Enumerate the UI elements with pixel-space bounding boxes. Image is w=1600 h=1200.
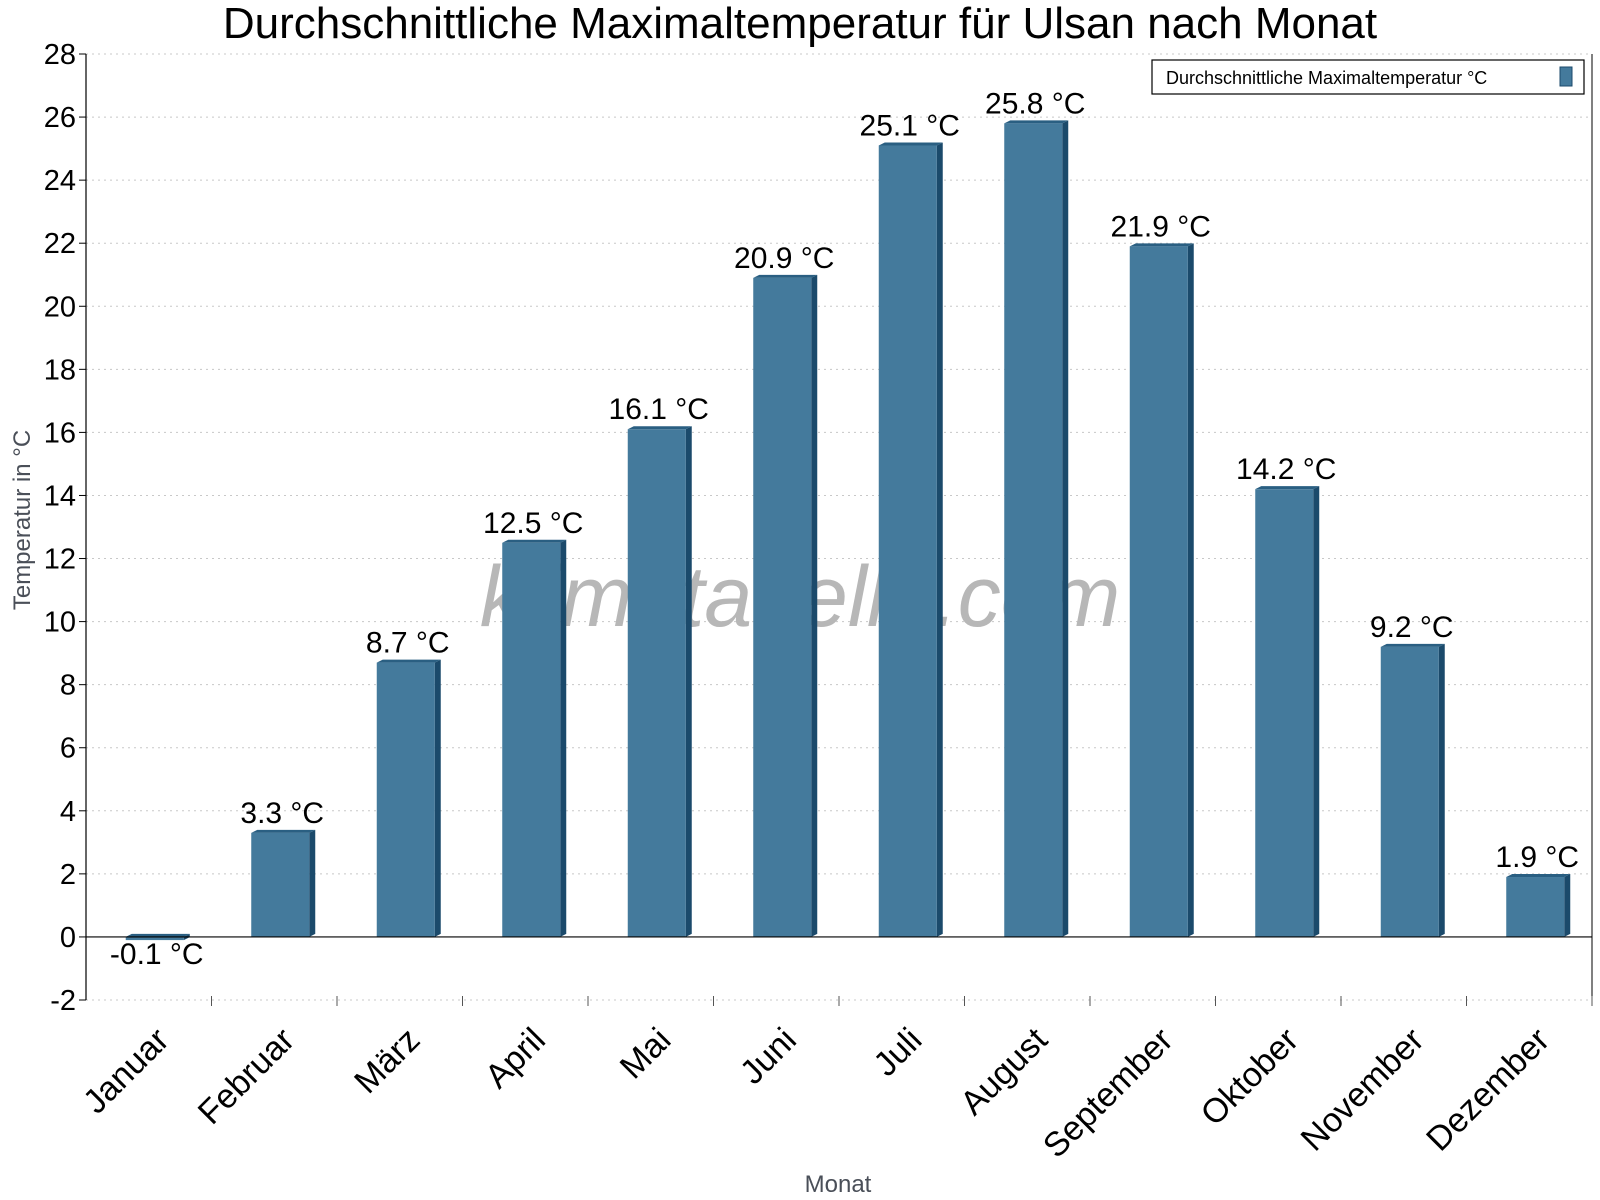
x-tick-label: Juli xyxy=(866,1021,929,1084)
data-label: 25.8 °C xyxy=(985,87,1085,120)
bar-Mai xyxy=(627,426,692,937)
bar-top xyxy=(627,426,692,430)
bar xyxy=(878,145,937,937)
bar-Oktober xyxy=(1255,486,1320,937)
x-axis-title: Monat xyxy=(805,1171,872,1198)
bar-top xyxy=(1004,120,1069,124)
data-label: 9.2 °C xyxy=(1370,611,1454,644)
x-tick-label: Dezember xyxy=(1419,1021,1557,1159)
data-label: 1.9 °C xyxy=(1495,841,1579,874)
bar-November xyxy=(1380,643,1445,937)
bar xyxy=(125,936,184,941)
bar xyxy=(1380,646,1439,937)
data-label: 16.1 °C xyxy=(609,393,709,426)
chart-title: Durchschnittliche Maximaltemperatur für … xyxy=(223,0,1377,48)
y-tick-label: 6 xyxy=(60,733,76,765)
bar xyxy=(1004,123,1063,937)
bar xyxy=(502,542,561,937)
bar-top xyxy=(376,659,441,663)
data-label: 25.1 °C xyxy=(860,109,960,142)
data-label: 3.3 °C xyxy=(240,797,324,830)
bar-side xyxy=(1564,874,1571,937)
bar-Juli xyxy=(878,142,943,937)
bar-side xyxy=(560,539,567,937)
bar-side xyxy=(1062,120,1069,937)
y-tick-label: 8 xyxy=(60,670,76,702)
x-tick-label: Mai xyxy=(613,1021,679,1087)
bars-layer xyxy=(125,120,1571,941)
bar-side xyxy=(811,274,818,937)
bar-März xyxy=(376,659,441,937)
y-tick-label: 20 xyxy=(44,291,76,323)
bar-top xyxy=(753,274,818,278)
data-label: 8.7 °C xyxy=(366,627,450,660)
x-tick-label: Januar xyxy=(76,1021,176,1121)
y-tick-label: 10 xyxy=(44,607,76,639)
grid-layer xyxy=(86,53,1592,1001)
legend-label: Durchschnittliche Maximaltemperatur °C xyxy=(1166,68,1487,88)
bar xyxy=(753,277,812,937)
x-tick-label: November xyxy=(1294,1021,1432,1159)
y-tick-label: 0 xyxy=(60,922,76,954)
bar-top xyxy=(1129,243,1194,247)
bar-top xyxy=(878,142,943,146)
x-tick-label: März xyxy=(347,1021,427,1101)
bar-side xyxy=(936,142,943,937)
y-tick-label: 12 xyxy=(44,544,76,576)
y-tick-label: 24 xyxy=(44,165,76,197)
bar-April xyxy=(502,539,567,937)
bar xyxy=(376,662,435,937)
y-tick-label: 22 xyxy=(44,228,76,260)
bar-Dezember xyxy=(1506,874,1571,937)
x-tick-label: Oktober xyxy=(1194,1021,1306,1133)
bar-side xyxy=(685,426,692,937)
y-tick-label: 28 xyxy=(44,39,76,71)
bar-side xyxy=(309,829,316,937)
bar-Juni xyxy=(753,274,818,937)
bar xyxy=(1129,246,1188,937)
data-label: 20.9 °C xyxy=(734,242,834,275)
legend-swatch xyxy=(1559,66,1573,87)
y-axis-title: Temperatur in °C xyxy=(9,430,36,610)
bar-side xyxy=(1313,486,1320,937)
y-tick-label: -2 xyxy=(50,985,76,1017)
bar-Februar xyxy=(251,829,316,937)
bar xyxy=(251,832,310,937)
bar-top xyxy=(1380,643,1445,647)
bar xyxy=(1255,489,1314,937)
legend: Durchschnittliche Maximaltemperatur °C xyxy=(1151,59,1585,95)
y-tick-label: 18 xyxy=(44,354,76,386)
y-tick-label: 26 xyxy=(44,102,76,134)
y-tick-label: 14 xyxy=(44,480,76,512)
y-tick-label: 16 xyxy=(44,417,76,449)
data-label: 21.9 °C xyxy=(1111,210,1211,243)
x-tick-label: April xyxy=(478,1021,553,1096)
x-tick-label: September xyxy=(1036,1021,1180,1165)
bar-September xyxy=(1129,243,1194,937)
bar-top xyxy=(251,829,316,833)
bar-top xyxy=(1506,874,1571,878)
bar-side xyxy=(1187,243,1194,937)
legend-box xyxy=(1151,59,1585,95)
bar xyxy=(627,429,686,937)
x-tick-label: August xyxy=(953,1020,1055,1122)
bar-top xyxy=(502,539,567,543)
data-label: 14.2 °C xyxy=(1236,453,1336,486)
data-label: -0.1 °C xyxy=(110,938,204,971)
y-tick-label: 4 xyxy=(60,796,76,828)
x-tick-label: Juni xyxy=(733,1021,804,1092)
bar-side xyxy=(1438,643,1445,937)
bar-top xyxy=(1255,486,1320,490)
data-label: 12.5 °C xyxy=(483,507,583,540)
bar-top xyxy=(125,933,190,937)
bar xyxy=(1506,877,1565,937)
y-tick-label: 2 xyxy=(60,859,76,891)
bar-August xyxy=(1004,120,1069,937)
x-tick-label: Februar xyxy=(191,1021,302,1132)
bar-side xyxy=(434,659,441,937)
